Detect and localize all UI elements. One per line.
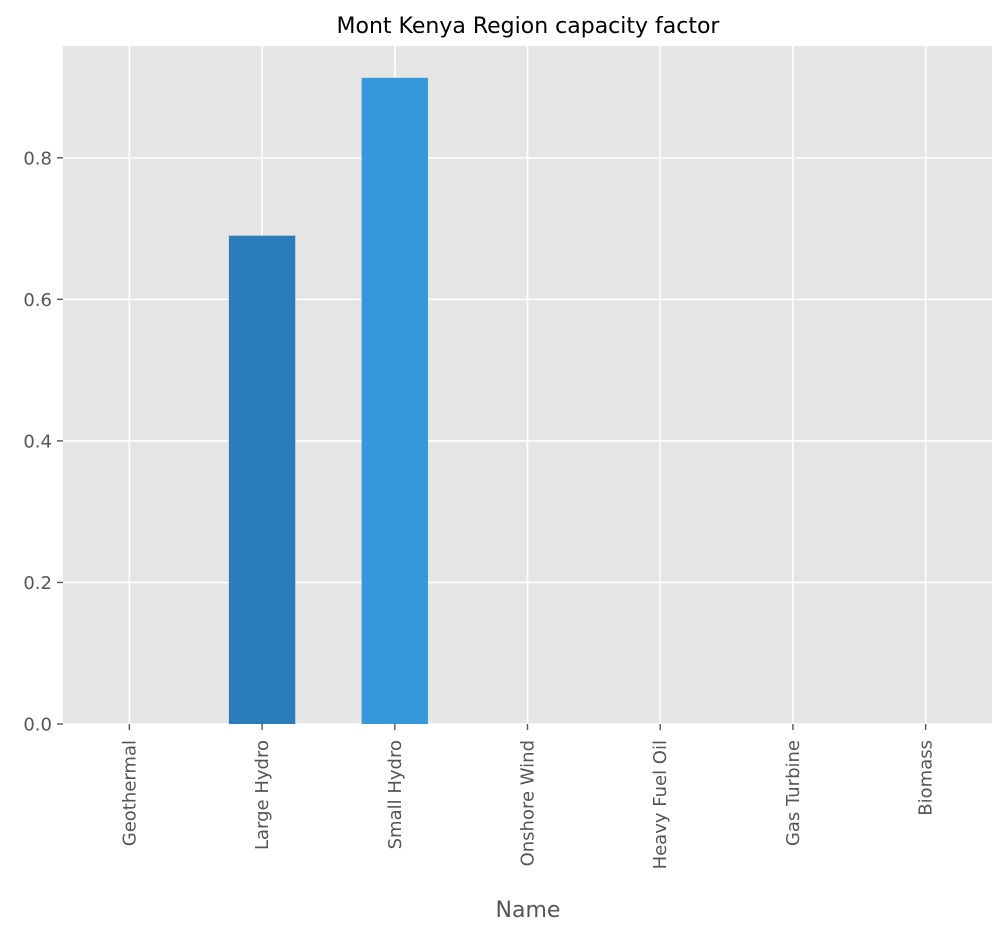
x-tick-label: Geothermal (119, 740, 140, 846)
chart-title: Mont Kenya Region capacity factor (337, 14, 721, 39)
bars (228, 77, 428, 725)
y-tick-label: 0.6 (23, 290, 52, 311)
x-tick-label: Onshore Wind (518, 740, 539, 866)
x-tick-label: Heavy Fuel Oil (650, 740, 671, 869)
x-tick-label: Small Hydro (385, 740, 406, 849)
y-tick-label: 0.8 (23, 148, 52, 169)
x-tick-label: Large Hydro (252, 740, 273, 850)
y-tick-label: 0.2 (23, 573, 52, 594)
x-axis-ticks: Geothermal Large Hydro Small Hydro Onshore … (119, 724, 937, 869)
y-tick-label: 0.0 (23, 715, 52, 736)
x-axis-label: Name (496, 898, 561, 923)
x-tick-label: Gas Turbine (783, 740, 804, 846)
y-tick-label: 0.4 (23, 431, 52, 452)
y-axis-ticks: 0.0 0.2 0.4 0.6 0.8 (23, 148, 63, 736)
bar-small-hydro (361, 77, 428, 725)
x-tick-label: Biomass (916, 740, 937, 816)
bar-large-hydro (228, 235, 296, 724)
